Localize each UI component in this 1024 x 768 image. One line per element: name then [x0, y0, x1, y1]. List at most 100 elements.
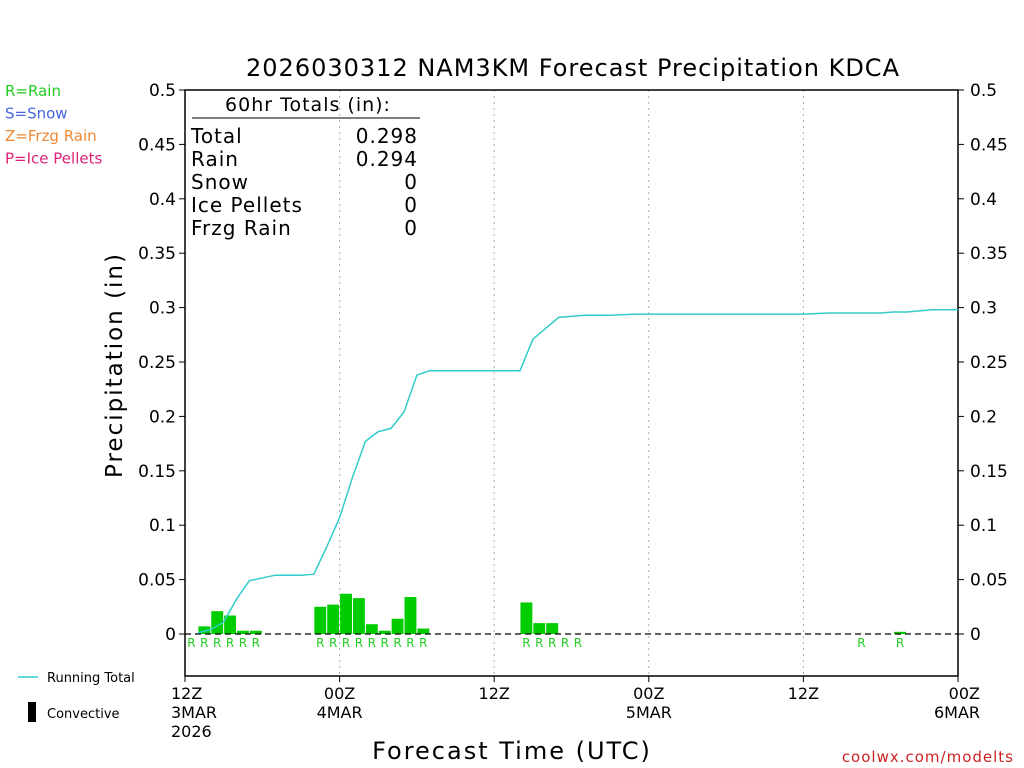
rain-marker: R	[226, 636, 234, 650]
precip-type-legend: R=Rain S=Snow Z=Frzg Rain P=Ice Pellets	[5, 82, 102, 168]
y-tick-label-right: 0.05	[970, 571, 1008, 591]
precip-bar	[237, 630, 249, 634]
precip-type-legend-item: P=Ice Pellets	[5, 150, 102, 168]
rain-marker: R	[896, 636, 904, 650]
rain-marker: R	[368, 636, 376, 650]
precip-bar	[314, 606, 327, 634]
hourly-bars	[198, 593, 906, 634]
totals-row-value: 0	[404, 170, 418, 194]
precip-bar	[546, 623, 559, 634]
x-tick-label: 4MAR	[317, 703, 363, 722]
y-tick-label: 0.2	[149, 407, 176, 427]
convective-swatch	[28, 702, 36, 722]
chart-title: 2026030312 NAM3KM Forecast Precipitation…	[246, 54, 900, 82]
precip-type-legend-item: Z=Frzg Rain	[5, 127, 97, 145]
totals-row-value: 0.294	[356, 147, 418, 171]
totals-row-label: Total	[190, 124, 243, 148]
totals-row-label: Snow	[191, 170, 249, 194]
precip-bar	[327, 604, 340, 634]
precip-bar	[198, 626, 211, 634]
precip-bar	[520, 602, 533, 634]
running-total-line	[197, 309, 958, 634]
y-tick-label-right: 0.3	[970, 299, 997, 319]
y-tick-label: 0.3	[149, 299, 176, 319]
rain-marker: R	[535, 636, 543, 650]
y-tick-label: 0.45	[138, 135, 176, 155]
y-axis-label: Precipitation (in)	[102, 252, 128, 478]
y-tick-label: 0.15	[138, 462, 176, 482]
totals-row-label: Ice Pellets	[191, 193, 303, 217]
y-tick-label-right: 0.5	[970, 81, 997, 101]
x-tick-label: 12Z	[479, 684, 510, 703]
y-tick-label-right: 0.25	[970, 353, 1008, 373]
precip-bar	[211, 611, 224, 634]
precip-bar	[365, 624, 378, 634]
precip-bar	[352, 598, 365, 634]
y-tick-label-right: 0.2	[970, 407, 997, 427]
grid-lines	[339, 90, 804, 676]
y-tick-label: 0.35	[138, 244, 176, 264]
x-tick-label: 3MAR	[171, 703, 217, 722]
x-tick-label: 12Z	[788, 684, 819, 703]
rain-marker: R	[342, 636, 350, 650]
rain-marker: R	[561, 636, 569, 650]
rain-marker: R	[239, 636, 247, 650]
y-tick-label: 0.25	[138, 353, 176, 373]
y-tick-label: 0.1	[149, 516, 176, 536]
y-tick-label: 0.5	[149, 81, 176, 101]
y-axis-left: 0 0.05 0.1 0.15 0.2 0.25 0.3 0.35 0.4 0.45 0.5	[138, 81, 185, 645]
rain-marker: R	[419, 636, 427, 650]
x-tick-label: 6MAR	[934, 703, 980, 722]
y-tick-label-right: 0.45	[970, 135, 1008, 155]
rain-marker: R	[200, 636, 208, 650]
x-tick-label: 2026	[171, 722, 212, 741]
totals-row-label: Rain	[191, 147, 239, 171]
running-total-legend-label: Running Total	[47, 671, 135, 686]
precip-bar	[340, 593, 352, 634]
credit-text: coolwx.com/modelts	[842, 748, 1014, 766]
rain-marker: R	[381, 636, 389, 650]
rain-marker: R	[574, 636, 582, 650]
x-tick-label: 00Z	[633, 684, 664, 703]
totals-row-value: 0	[404, 216, 418, 240]
y-tick-label: 0.4	[149, 190, 176, 210]
y-tick-label-right: 0.4	[970, 190, 997, 210]
rain-marker: R	[329, 636, 337, 650]
totals-row-value: 0	[404, 193, 418, 217]
totals-row-label: Frzg Rain	[191, 216, 292, 240]
totals-header: 60hr Totals (in):	[225, 94, 391, 116]
y-axis-right: 0 0.05 0.1 0.15 0.2 0.25 0.3 0.35 0.4 0.45 0.5	[958, 81, 1008, 645]
y-tick-label-right: 0.35	[970, 244, 1008, 264]
rain-marker: R	[548, 636, 556, 650]
precip-bar	[417, 628, 430, 634]
plot-frame	[184, 89, 959, 677]
totals-row-value: 0.298	[356, 124, 418, 148]
rain-marker: R	[522, 636, 530, 650]
x-tick-label: 5MAR	[626, 703, 672, 722]
y-tick-label: 0	[165, 625, 176, 645]
rain-marker: R	[187, 636, 195, 650]
rain-marker: R	[355, 636, 363, 650]
y-tick-label-right: 0.15	[970, 462, 1008, 482]
rain-marker: R	[393, 636, 401, 650]
totals-box: 60hr Totals (in): Total 0.298 Rain 0.294 Sno…	[190, 94, 420, 240]
rain-marker: R	[857, 636, 865, 650]
y-tick-label-right: 0	[970, 625, 981, 645]
precip-bar	[224, 615, 237, 634]
precip-type-legend-item: R=Rain	[5, 82, 61, 100]
x-tick-label: 00Z	[324, 684, 355, 703]
precip-bar	[894, 631, 906, 634]
x-axis-label: Forecast Time (UTC)	[372, 737, 652, 765]
bottom-legend: Running Total Convective	[18, 671, 135, 722]
precip-bar	[404, 597, 417, 634]
x-tick-label: 12Z	[171, 684, 202, 703]
totals-rows: Total 0.298 Rain 0.294 Snow 0 Ice Pellets 0 Frzg…	[190, 124, 418, 240]
rain-marker: R	[213, 636, 221, 650]
y-tick-label: 0.05	[138, 571, 176, 591]
precip-type-legend-item: S=Snow	[5, 105, 68, 123]
precip-bar	[533, 623, 546, 634]
rain-marker: R	[406, 636, 414, 650]
